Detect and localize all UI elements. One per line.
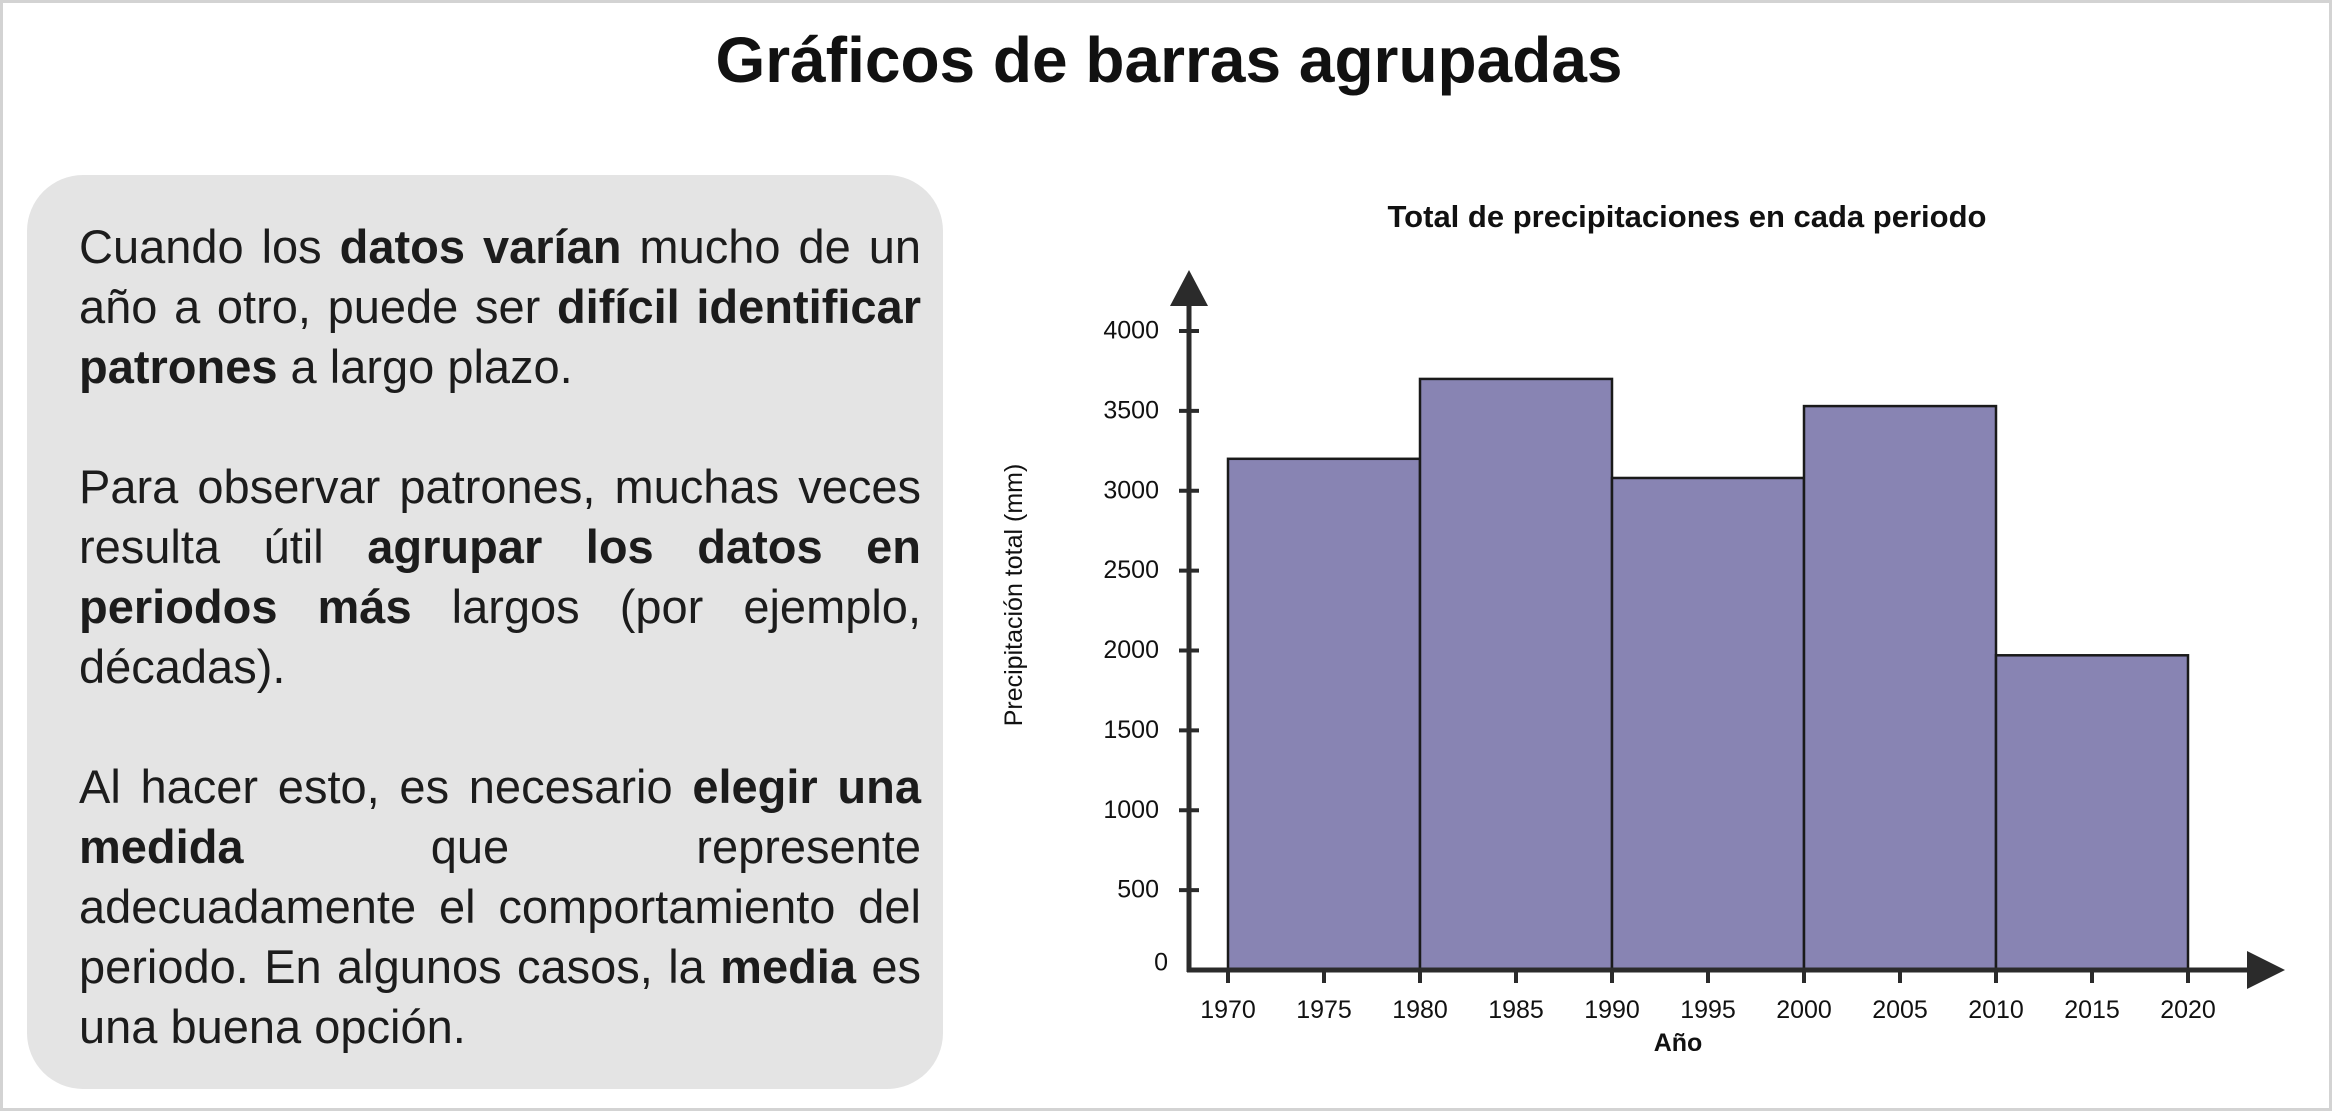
y-tick-label: 2000 — [1103, 636, 1159, 664]
body-text: Al hacer esto, es necesario — [79, 760, 693, 813]
y-tick-label: 0 — [1154, 949, 1168, 977]
body-text: mucho de un año a otro, puede ser — [79, 220, 921, 333]
x-tick-label: 1995 — [1680, 996, 1736, 1024]
x-axis-title: Año — [1654, 1029, 1703, 1057]
precipitation-chart: Total de precipitaciones en cada periodo… — [1000, 199, 2285, 1057]
body-text: que represente adecuadamente el comporta… — [79, 820, 921, 993]
y-tick-label: 1000 — [1103, 796, 1159, 824]
paragraph-2: Para observar patrones, muchas veces res… — [79, 457, 921, 697]
body-text: largos (por ejemplo, décadas). — [79, 580, 921, 693]
y-ticks-group: 0 500 1000 1500 2000 2500 3000 3500 4000 — [1103, 317, 1199, 977]
x-ticks-group: 1970 1975 1980 1985 1990 1995 2000 2005 2010 2015… — [1200, 970, 2216, 1024]
bar-1980-1990 — [1418, 377, 1614, 972]
x-tick-label: 2015 — [2064, 996, 2120, 1024]
y-axis-title: Precipitación total (mm) — [1000, 464, 1028, 727]
x-tick-label: 1985 — [1488, 996, 1544, 1024]
body-text: a largo plazo. — [277, 340, 573, 393]
bar-2010-2020 — [1994, 654, 2190, 972]
y-tick-label: 500 — [1117, 876, 1159, 904]
paragraph-3: Al hacer esto, es necesario elegir una m… — [79, 757, 921, 1057]
y-tick-label: 3500 — [1103, 396, 1159, 424]
chart-title: Total de precipitaciones en cada periodo — [1388, 199, 1987, 234]
paragraph-1: Cuando los datos varían mucho de un año … — [79, 217, 921, 397]
x-tick-label: 1970 — [1200, 996, 1256, 1024]
emphasis-text: media — [720, 940, 856, 993]
x-tick-label: 2000 — [1776, 996, 1832, 1024]
emphasis-text: difícil identificar patrones — [79, 280, 921, 393]
emphasis-text: elegir una medida — [79, 760, 921, 873]
bar-2000-2010 — [1802, 404, 1998, 972]
y-axis-arrow — [1170, 270, 1208, 306]
x-tick-label: 2005 — [1872, 996, 1928, 1024]
y-tick-label: 2500 — [1103, 556, 1159, 584]
page-title: Gráficos de barras agrupadas — [715, 24, 1623, 96]
x-tick-label: 2010 — [1968, 996, 2024, 1024]
x-tick-label: 1980 — [1392, 996, 1448, 1024]
emphasis-text: datos varían — [339, 220, 622, 273]
emphasis-text: agrupar los datos en periodos más — [79, 520, 921, 633]
body-text: Para observar patrones, muchas veces res… — [79, 460, 921, 573]
body-text: es una buena opción. — [79, 940, 921, 1053]
x-tick-label: 1990 — [1584, 996, 1640, 1024]
x-tick-label: 1975 — [1296, 996, 1352, 1024]
x-axis-arrow — [2247, 951, 2285, 989]
explanation-card: Cuando los datos varían mucho de un año … — [27, 175, 943, 1089]
bars-group — [1226, 377, 2190, 972]
axes-group — [1170, 270, 2285, 989]
y-tick-label: 3000 — [1103, 476, 1159, 504]
y-tick-label: 4000 — [1103, 317, 1159, 345]
bar-1970-1980 — [1226, 457, 1422, 972]
body-text: Cuando los — [79, 220, 340, 273]
bar-1990-2000 — [1610, 476, 1806, 972]
y-tick-label: 1500 — [1103, 716, 1159, 744]
x-tick-label: 2020 — [2160, 996, 2216, 1024]
